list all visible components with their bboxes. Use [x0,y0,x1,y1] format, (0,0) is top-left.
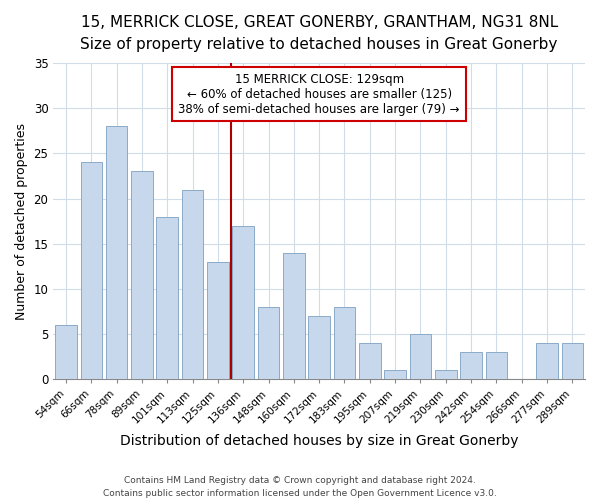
Bar [334,307,355,380]
Bar [283,253,305,380]
Bar [157,216,178,380]
Bar [131,172,152,380]
Bar [385,370,406,380]
Title: 15, MERRICK CLOSE, GREAT GONERBY, GRANTHAM, NG31 8NL
Size of property relative t: 15, MERRICK CLOSE, GREAT GONERBY, GRANTH… [80,15,558,52]
Bar [258,307,279,380]
Bar [207,262,229,380]
Bar [308,316,330,380]
Bar [435,370,457,380]
Y-axis label: Number of detached properties: Number of detached properties [15,122,28,320]
Text: Contains HM Land Registry data © Crown copyright and database right 2024.
Contai: Contains HM Land Registry data © Crown c… [103,476,497,498]
Bar [80,162,102,380]
Bar [106,126,127,380]
Bar [485,352,507,380]
Bar [232,226,254,380]
Bar [536,343,558,380]
Bar [460,352,482,380]
Bar [562,343,583,380]
Bar [359,343,380,380]
X-axis label: Distribution of detached houses by size in Great Gonerby: Distribution of detached houses by size … [120,434,518,448]
Bar [182,190,203,380]
Bar [55,325,77,380]
Text: 15 MERRICK CLOSE: 129sqm
← 60% of detached houses are smaller (125)
38% of semi-: 15 MERRICK CLOSE: 129sqm ← 60% of detach… [178,72,460,116]
Bar [410,334,431,380]
